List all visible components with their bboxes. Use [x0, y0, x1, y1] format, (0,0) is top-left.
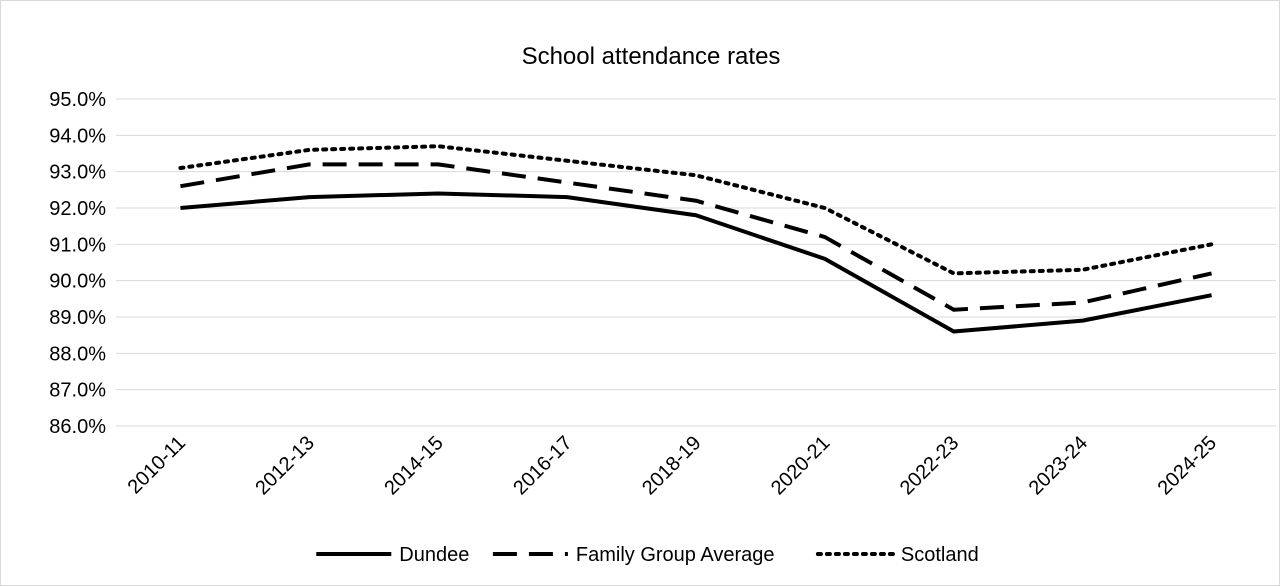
legend-label: Scotland: [901, 544, 979, 566]
legend: Dundee Family Group Average Scotland: [316, 544, 979, 566]
series-lines: [178, 144, 1214, 334]
y-tick-label: 91.0%: [49, 234, 106, 256]
y-tick-label: 94.0%: [49, 125, 106, 147]
legend-label: Family Group Average: [576, 544, 775, 566]
chart-title: School attendance rates: [522, 43, 781, 70]
gridlines: [116, 98, 1276, 427]
y-tick-label: 95.0%: [49, 89, 106, 111]
series-line-dundee: [180, 191, 1212, 334]
y-tick-label: 92.0%: [49, 198, 106, 220]
y-tick-label: 86.0%: [49, 416, 106, 438]
y-axis-tick-labels: 95.0% 94.0% 93.0% 92.0% 91.0% 90.0% 89.0% 88.0%…: [49, 89, 106, 438]
y-tick-label: 93.0%: [49, 162, 106, 184]
legend-label: Dundee: [399, 544, 469, 566]
y-tick-label: 88.0%: [49, 343, 106, 365]
series-line-scotland: [178, 144, 1214, 276]
y-tick-label: 90.0%: [49, 271, 106, 293]
y-tick-label: 87.0%: [49, 380, 106, 402]
series-line-family-group-average: [180, 162, 1212, 312]
y-tick-label: 89.0%: [49, 307, 106, 329]
